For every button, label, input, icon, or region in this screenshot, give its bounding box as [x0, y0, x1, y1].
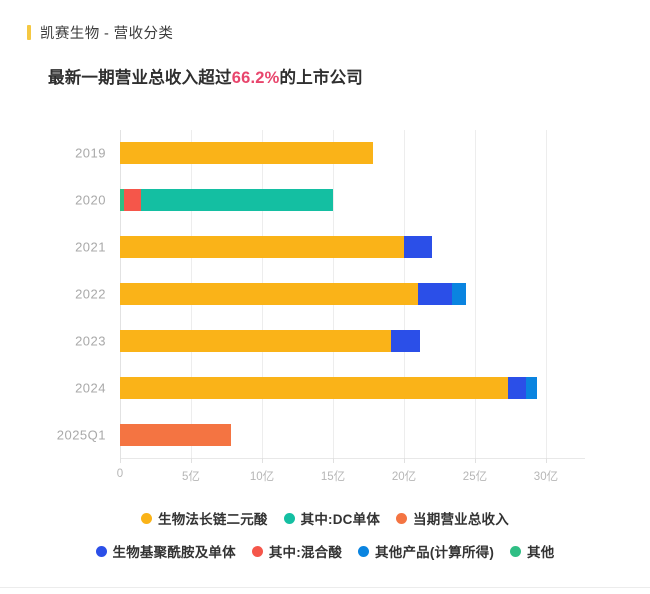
legend-label: 当期营业总收入: [413, 512, 509, 527]
bar-segment[interactable]: [526, 376, 538, 399]
stacked-bar[interactable]: [120, 329, 420, 352]
stacked-bar[interactable]: [120, 376, 538, 399]
stacked-bar[interactable]: [120, 236, 433, 259]
chart-canvas: 2019 2020 2021 2022 2023 2024 2025Q1 0 5亿 10亿 15亿…: [0, 122, 650, 492]
stacked-bar[interactable]: [120, 189, 333, 212]
legend-item[interactable]: 生物基聚酰胺及单体: [95, 541, 236, 561]
chart-row: 2024: [75, 364, 585, 411]
bar-segment[interactable]: [141, 189, 333, 212]
legend-label: 生物基聚酰胺及单体: [112, 545, 236, 560]
legend-swatch-icon: [283, 512, 295, 524]
bar-segment[interactable]: [120, 236, 404, 259]
bar-segment[interactable]: [418, 282, 453, 305]
legend-row: 生物法长链二元酸 其中:DC单体 当期营业总收入: [26, 508, 624, 528]
legend-item[interactable]: 当期营业总收入: [396, 508, 509, 528]
chart-row: 2023: [75, 317, 585, 364]
stacked-bar[interactable]: [120, 282, 467, 305]
x-tick-label: 5亿: [182, 471, 200, 483]
y-axis-category-label: 2024: [75, 380, 106, 396]
bar-segment[interactable]: [452, 282, 467, 305]
bar-segment[interactable]: [120, 142, 373, 165]
subtitle-highlight: 66.2%: [231, 69, 280, 87]
bar-segment[interactable]: [120, 282, 419, 305]
gridline: [474, 130, 476, 458]
chart-header: 凯赛生物 - 营收分类: [0, 0, 650, 43]
bar-segment[interactable]: [120, 376, 508, 399]
y-axis-category-label: 2020: [75, 192, 106, 208]
legend-row: 生物基聚酰胺及单体 其中:混合酸 其他产品(计算所得) 其他: [26, 541, 624, 561]
stacked-bar[interactable]: [120, 423, 231, 446]
chart-row: 2020: [75, 177, 585, 224]
legend-swatch-icon: [358, 545, 370, 557]
legend-label: 其他: [527, 545, 555, 560]
x-tick-mark: [120, 458, 121, 463]
legend-item[interactable]: 其他产品(计算所得): [358, 541, 494, 561]
x-tick-mark: [474, 458, 476, 463]
x-axis-line: [120, 458, 585, 459]
x-tick-mark: [190, 458, 192, 463]
x-tick-label: 0: [116, 468, 124, 480]
chart-row: 2019: [75, 130, 585, 177]
legend-item[interactable]: 其中:DC单体: [283, 508, 381, 528]
y-axis-category-label: 2023: [75, 333, 106, 349]
chart-row: 2025Q1: [57, 411, 585, 458]
bar-segment[interactable]: [120, 423, 231, 446]
chart-row: 2021: [75, 224, 585, 271]
y-axis-category-label: 2021: [75, 239, 106, 255]
x-tick-mark: [403, 458, 405, 463]
legend-item[interactable]: 其中:混合酸: [251, 541, 343, 561]
bar-segment[interactable]: [120, 329, 392, 352]
plot-area: 2019 2020 2021 2022 2023 2024 2025Q1: [57, 130, 585, 458]
y-axis-category-label: 2025Q1: [56, 427, 106, 443]
chart-row: 2022: [75, 271, 585, 318]
y-axis-category-label: 2022: [75, 286, 106, 302]
accent-bar: [27, 25, 31, 40]
gridline: [545, 130, 547, 458]
x-tick-mark: [261, 458, 263, 463]
bottom-divider: [0, 587, 650, 588]
stacked-bar[interactable]: [120, 142, 373, 165]
legend-item[interactable]: 其他: [510, 541, 554, 561]
chart-legend: 生物法长链二元酸 其中:DC单体 当期营业总收入生物基聚酰胺及单体 其中:混合酸 其他产…: [0, 508, 650, 574]
legend-swatch-icon: [251, 545, 263, 557]
legend-item[interactable]: 生物法长链二元酸: [141, 508, 268, 528]
x-tick-mark: [332, 458, 334, 463]
legend-label: 生物法长链二元酸: [158, 512, 268, 527]
bar-segment[interactable]: [391, 329, 420, 352]
bar-segment[interactable]: [403, 236, 433, 259]
x-tick-label: 30亿: [533, 471, 559, 483]
x-tick-label: 10亿: [249, 471, 275, 483]
x-tick-label: 20亿: [391, 471, 417, 483]
legend-swatch-icon: [510, 545, 522, 557]
subtitle-suffix: 的上市公司: [279, 69, 363, 87]
chart-subtitle: 最新一期营业总收入超过66.2%的上市公司: [48, 64, 650, 88]
legend-label: 其他产品(计算所得): [375, 545, 495, 560]
subtitle-container: 最新一期营业总收入超过66.2%的上市公司: [0, 43, 650, 88]
legend-swatch-icon: [141, 512, 153, 524]
page-title: 凯赛生物 - 营收分类: [40, 26, 174, 42]
legend-label: 其中:混合酸: [268, 545, 343, 560]
bar-segment[interactable]: [124, 189, 142, 212]
x-tick-mark: [545, 458, 547, 463]
x-axis: 0 5亿 10亿 15亿 20亿 25亿 30亿: [116, 458, 585, 488]
legend-label: 其中:DC单体: [300, 512, 381, 527]
bar-segment[interactable]: [507, 376, 527, 399]
x-tick-label: 25亿: [462, 471, 488, 483]
legend-swatch-icon: [396, 512, 408, 524]
y-axis-category-label: 2019: [75, 145, 106, 161]
legend-swatch-icon: [95, 545, 107, 557]
bar-segment[interactable]: [120, 189, 125, 212]
subtitle-prefix: 最新一期营业总收入超过: [48, 69, 232, 87]
x-tick-label: 15亿: [320, 471, 346, 483]
